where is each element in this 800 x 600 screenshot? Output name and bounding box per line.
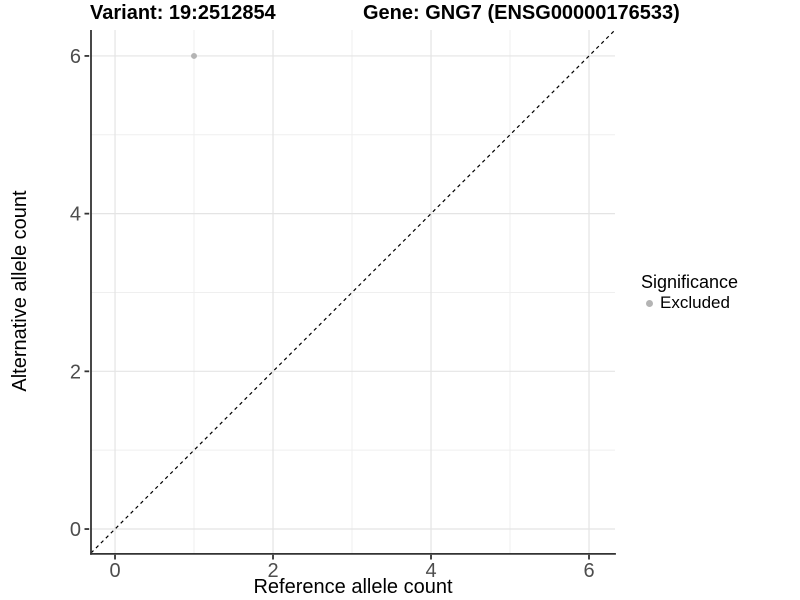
x-tick-label: 2	[267, 560, 278, 582]
y-tick-label: 0	[70, 519, 81, 541]
x-axis-title: Reference allele count	[253, 576, 453, 598]
y-tick-label: 4	[70, 204, 81, 226]
data-point	[191, 52, 198, 59]
y-tick-label: 6	[70, 46, 81, 68]
legend: Significance Excluded	[641, 271, 738, 313]
x-tick-label: 0	[109, 560, 120, 582]
legend-item-excluded: Excluded	[641, 293, 738, 313]
y-tick-label: 2	[70, 361, 81, 383]
y-axis-title: Alternative allele count	[9, 190, 31, 392]
identity-line	[91, 30, 615, 553]
x-tick-label: 6	[583, 560, 594, 582]
plot-title-variant: Variant: 19:2512854	[90, 2, 276, 24]
legend-title: Significance	[641, 272, 739, 292]
panel-area	[91, 30, 615, 553]
legend-item-label: Excluded	[660, 293, 730, 312]
x-tick-label: 4	[425, 560, 436, 582]
plot-title-gene: Gene: GNG7 (ENSG00000176533)	[363, 2, 680, 24]
legend-point-icon	[646, 299, 653, 307]
